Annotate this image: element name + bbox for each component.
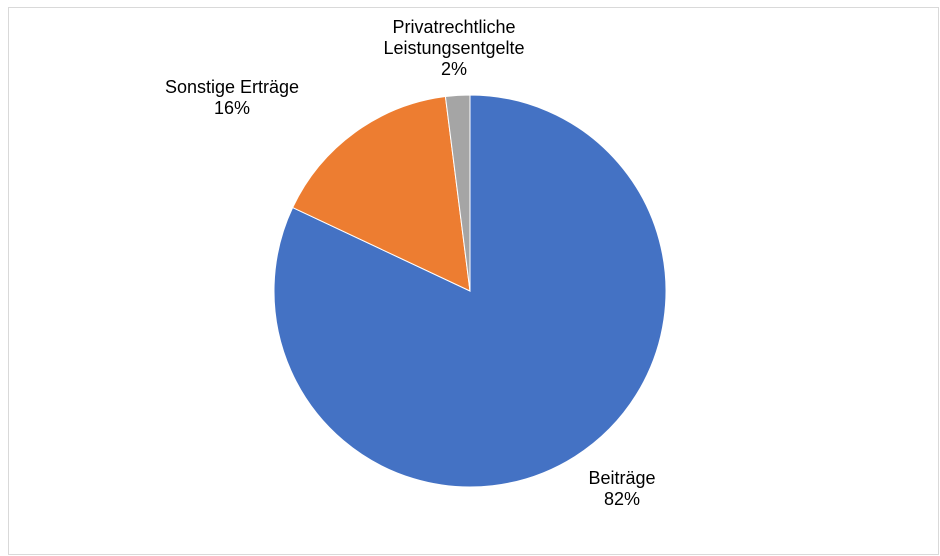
data-label-privatrechtliche-leistungsentgelte: Privatrechtliche Leistungsentgelte 2% (383, 17, 524, 79)
data-labels: Beiträge 82% Sonstige Erträge 16% Privatrech… (165, 17, 656, 509)
pie-slices (273, 94, 667, 488)
pie-slice-privatrechtliche-leistungsentgelte (444, 94, 471, 292)
pie-slice-sonstige-erträge (291, 95, 471, 292)
data-label-sonstige-erträge: Sonstige Erträge 16% (165, 77, 299, 118)
data-label-beiträge: Beiträge 82% (588, 468, 655, 509)
